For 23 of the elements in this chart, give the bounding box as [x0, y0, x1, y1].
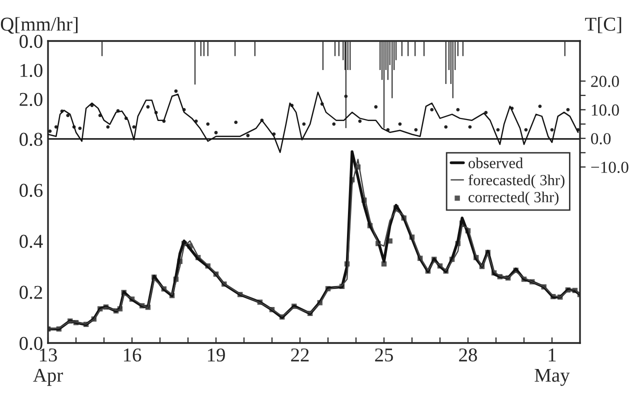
x-tick-label: 19	[208, 348, 225, 362]
y-tick-label: 1.0	[20, 64, 42, 78]
y-tick-label: 0.2	[20, 286, 42, 300]
y2-tick-label: 0.0	[591, 133, 611, 144]
y-axis-title: Q[mm/hr]	[0, 17, 78, 34]
y2-tick-label: 20.0	[591, 76, 619, 88]
x-tick-label: 22	[291, 348, 309, 362]
x-tick-label: 1 May	[534, 348, 570, 386]
y2-axis-title: T[C]	[585, 17, 622, 34]
y-tick-label: 0.8	[20, 132, 42, 146]
y2-tick-label: −10.0	[591, 162, 628, 174]
y-tick-label: 2.0	[20, 92, 42, 106]
y-tick-label: 0.0	[20, 34, 42, 48]
y-tick-label: 0.4	[20, 234, 43, 248]
legend-label: observed	[468, 158, 523, 168]
legend-label: corrected( 3hr)	[468, 192, 558, 206]
y-tick-label: 0.0	[20, 336, 42, 350]
x-tick-label: 16	[124, 348, 142, 362]
x-tick-label: 28	[459, 348, 477, 362]
y-tick-label: 0.6	[20, 184, 43, 197]
x-tick-label: 25	[375, 348, 393, 362]
y2-tick-label: 10.0	[592, 104, 619, 116]
legend-label: forecasted( 3hr)	[468, 174, 564, 188]
